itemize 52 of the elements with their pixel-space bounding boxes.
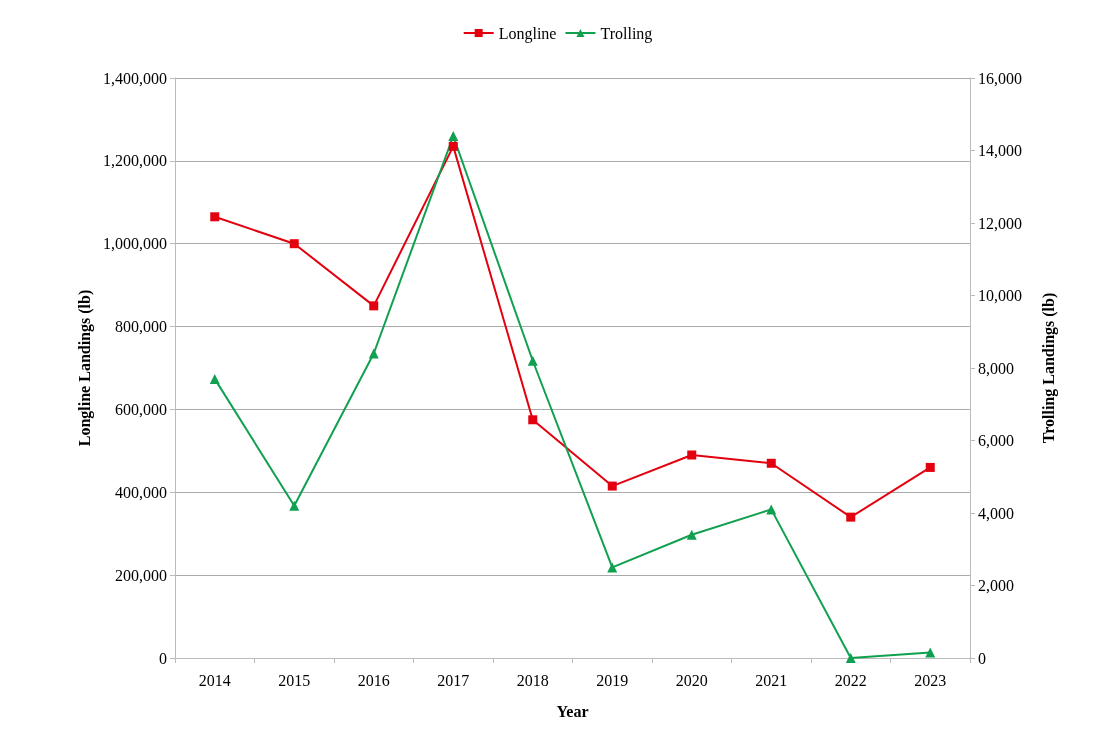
y2-tick-label: 16,000	[978, 69, 1022, 87]
x-tick-label: 2019	[596, 671, 629, 689]
point	[210, 212, 220, 222]
point	[925, 462, 935, 472]
y-tick-label: 1,000,000	[103, 235, 167, 253]
x-tick-label: 2018	[516, 671, 549, 689]
point	[766, 504, 777, 515]
y-tick-label: 400,000	[115, 483, 167, 501]
point	[448, 131, 459, 141]
legend-label: Trolling	[600, 24, 653, 43]
point	[369, 301, 379, 311]
x-tick-label: 2020	[675, 671, 708, 689]
y2-tick-label: 12,000	[978, 214, 1022, 232]
x-axis-title: Year	[556, 702, 589, 720]
point	[607, 481, 617, 491]
x-tick-label: 2014	[198, 671, 231, 689]
point	[528, 415, 538, 425]
point	[289, 239, 299, 249]
y-tick-label: 1,200,000	[103, 152, 167, 170]
y2-tick-label: 2,000	[978, 577, 1014, 594]
y-tick-label: 800,000	[115, 318, 167, 336]
y2-tick-label: 14,000	[978, 142, 1022, 159]
point	[368, 348, 379, 359]
x-tick-label: 2016	[357, 671, 390, 689]
point	[686, 529, 697, 540]
y2-tick-label: 4,000	[978, 504, 1014, 522]
point	[766, 458, 776, 468]
point	[925, 647, 936, 658]
y2-axis-title: Trolling Landings (lb)	[1039, 292, 1058, 444]
point	[845, 653, 856, 663]
point	[448, 141, 458, 151]
y-tick-label: 0	[159, 649, 167, 667]
x-tick-label: 2015	[278, 671, 311, 689]
y-tick-label: 600,000	[115, 400, 167, 418]
point	[607, 562, 618, 573]
y-tick-label: 200,000	[115, 566, 167, 584]
x-tick-label: 2023	[914, 671, 947, 689]
x-tick-label: 2022	[834, 671, 867, 689]
y2-tick-label: 10,000	[978, 287, 1022, 304]
point	[687, 450, 697, 460]
point	[527, 355, 538, 366]
y-axis-title: Longline Landings (lb)	[75, 289, 94, 447]
legend-label: Longline	[498, 24, 557, 43]
point	[209, 373, 220, 384]
y2-tick-label: 6,000	[978, 432, 1014, 449]
y2-tick-label: 8,000	[978, 359, 1014, 377]
point	[289, 500, 300, 511]
y2-tick-label: 0	[978, 649, 986, 667]
y-tick-label: 1,400,000	[103, 69, 167, 87]
x-tick-label: 2021	[755, 671, 788, 689]
x-tick-label: 2017	[437, 671, 470, 689]
point	[846, 512, 856, 522]
